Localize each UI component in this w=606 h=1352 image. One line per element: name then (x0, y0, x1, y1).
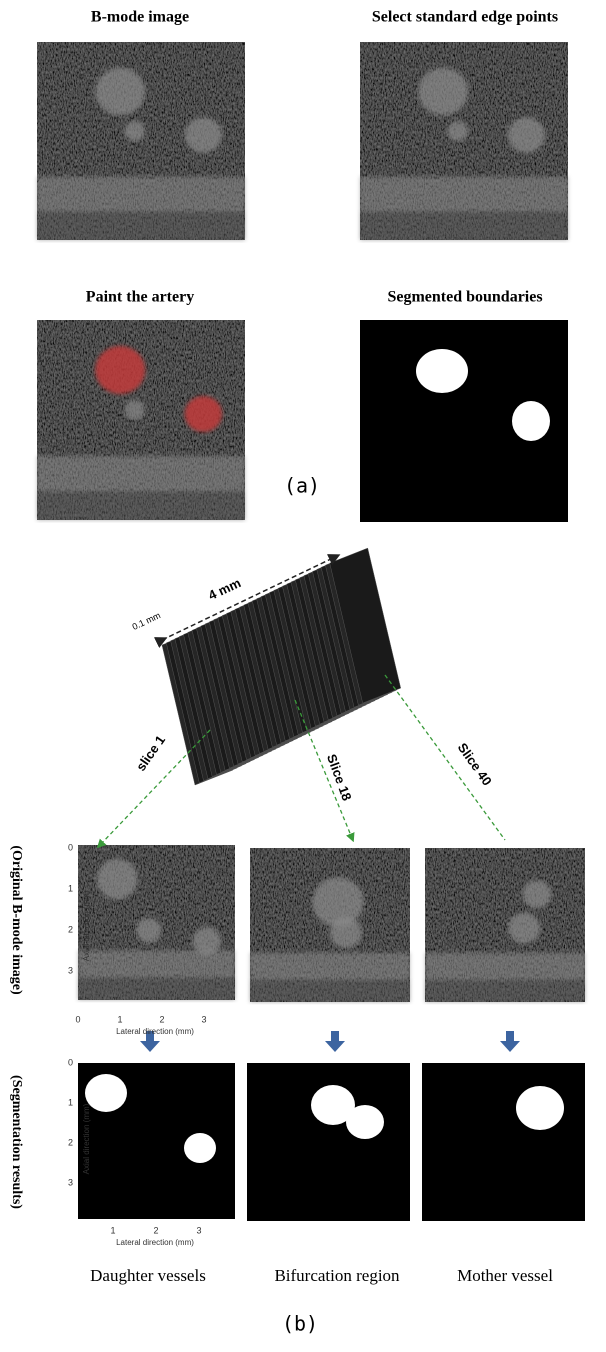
slice-label: slice 1 (133, 733, 168, 774)
ultrasound-image (360, 42, 568, 240)
tissue-band (78, 978, 235, 1000)
figure: B-mode image Select standard edge points… (0, 0, 606, 1347)
down-arrow (500, 1031, 520, 1052)
vessel (95, 68, 145, 116)
vessel-mask (85, 1074, 127, 1112)
vessel-core (125, 400, 145, 420)
vessel (193, 927, 221, 955)
tissue-band (37, 177, 245, 213)
vessel (312, 877, 363, 926)
column-caption: Daughter vessels (90, 1266, 206, 1285)
panel-title: B-mode image (91, 9, 189, 26)
x-tick-label: 0 (75, 1014, 80, 1024)
vessel-mask (184, 1133, 216, 1163)
vessel (136, 918, 161, 943)
tissue-band (37, 212, 245, 240)
panel-title: Segmented boundaries (387, 289, 542, 306)
vessel-mask (346, 1105, 384, 1139)
vessel (185, 396, 222, 432)
panel-label: (a) (284, 474, 320, 498)
panel-title: Select standard edge points (372, 9, 558, 26)
tissue-band (37, 456, 245, 492)
y-tick-label: 3 (68, 1177, 73, 1187)
vessel (124, 121, 145, 141)
page: {"panel_a": {"titles": ["B-mode image", … (0, 0, 606, 1347)
vessel-mask (512, 401, 550, 441)
row-label: (Original B-mode image) (9, 845, 24, 995)
ultrasound-image (425, 848, 585, 1002)
thickness-label: 0.1 mm (131, 610, 162, 632)
length-label: 4 mm (206, 575, 243, 603)
y-tick-label: 2 (68, 1137, 73, 1147)
slice-pointer (385, 675, 505, 840)
x-tick-label: 1 (117, 1014, 122, 1024)
ultrasound-image (78, 845, 235, 1000)
vessel (508, 117, 545, 153)
vessel-mask (516, 1086, 564, 1130)
y-tick-label: 2 (68, 924, 73, 934)
vessel (508, 913, 540, 944)
y-tick-label: 3 (68, 965, 73, 975)
vessel (97, 859, 138, 899)
tissue-band (425, 980, 585, 1002)
row-label: (Segmentation results) (9, 1075, 24, 1209)
y-tick-label: 0 (68, 1057, 73, 1067)
panel-title: Paint the artery (86, 289, 194, 306)
slice-label: Slice 18 (324, 752, 355, 803)
x-tick-label: 1 (110, 1225, 115, 1235)
segmentation-mask (422, 1063, 585, 1221)
slice-stack (162, 548, 401, 785)
x-tick-label: 2 (153, 1225, 158, 1235)
x-tick-label: 2 (159, 1014, 164, 1024)
vessel (523, 880, 552, 908)
ultrasound-image (37, 320, 245, 520)
tissue-band (78, 950, 235, 978)
ultrasound-image (250, 848, 410, 1002)
tissue-band (360, 212, 568, 240)
slice-label: Slice 40 (455, 740, 495, 788)
vessel (447, 121, 468, 141)
vessel-mask (416, 349, 468, 393)
down-arrows (140, 1031, 520, 1052)
column-caption: Mother vessel (457, 1266, 553, 1285)
vessel (95, 346, 145, 394)
panel-label: (b) (282, 1312, 318, 1336)
ultrasound-image (37, 42, 245, 240)
y-tick-label: 1 (68, 1097, 73, 1107)
column-caption: Bifurcation region (274, 1266, 400, 1285)
vessel (330, 917, 362, 948)
tissue-band (425, 953, 585, 981)
y-tick-label: 1 (68, 883, 73, 893)
tissue-band (250, 980, 410, 1002)
vessel (185, 117, 222, 153)
y-axis-label: Axial direction (mm) (82, 1103, 91, 1174)
tissue-band (37, 492, 245, 520)
tissue-band (360, 177, 568, 213)
x-tick-label: 3 (201, 1014, 206, 1024)
y-axis-label: Axial direction (mm) (82, 890, 91, 961)
x-axis-label: Lateral direction (mm) (116, 1238, 194, 1247)
y-tick-label: 0 (68, 842, 73, 852)
down-arrow (325, 1031, 345, 1052)
vessel (418, 68, 468, 116)
x-axis-label: Lateral direction (mm) (116, 1027, 194, 1036)
x-tick-label: 3 (196, 1225, 201, 1235)
tissue-band (250, 953, 410, 981)
